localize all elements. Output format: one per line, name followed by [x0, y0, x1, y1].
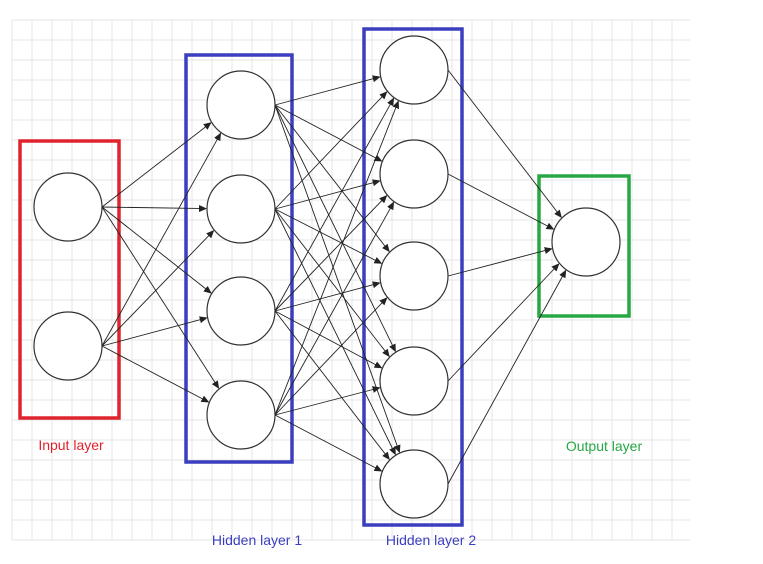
connections [101, 69, 567, 485]
connection-arrow [274, 414, 383, 472]
hidden1-node-3 [206, 276, 276, 346]
connection-arrow [274, 100, 400, 416]
background-grid [11, 19, 690, 541]
connection-arrow [447, 247, 553, 277]
output-layer-label: Output layer [566, 438, 643, 454]
connection-arrow [274, 75, 381, 106]
connection-arrow [101, 206, 220, 389]
connection-arrow [101, 316, 208, 347]
input-node-2 [33, 311, 103, 381]
connection-arrow [274, 97, 395, 312]
connection-arrow [447, 69, 562, 219]
hidden1-node-2 [206, 174, 276, 244]
connection-arrow [274, 310, 390, 461]
connection-arrow [101, 204, 208, 212]
connection-arrow [101, 122, 212, 208]
connection-arrow [274, 208, 390, 358]
connection-arrow [274, 297, 388, 416]
hidden2-node-4 [379, 346, 449, 416]
connection-arrow [274, 386, 381, 416]
hidden2-node-5 [379, 449, 449, 519]
connection-arrow [101, 230, 215, 347]
hidden-layer-2-label: Hidden layer 2 [386, 532, 476, 548]
hidden-layer-1-label: Hidden layer 1 [212, 532, 302, 548]
connection-arrow [274, 208, 396, 456]
output-layer-box [537, 174, 631, 318]
output-node-1 [551, 207, 621, 277]
hidden1-node-4 [206, 380, 276, 450]
connection-arrow [274, 281, 381, 312]
hidden2-node-3 [379, 241, 449, 311]
hidden2-node-1 [379, 35, 449, 105]
connection-arrow [274, 104, 401, 454]
hidden1-node-1 [206, 70, 276, 140]
connection-arrow [274, 91, 388, 210]
connection-arrow [274, 179, 381, 210]
connection-arrow [274, 201, 395, 416]
hidden-layer-1-box [184, 53, 294, 464]
connection-arrow [447, 263, 560, 382]
neurons [33, 35, 621, 519]
connection-arrow [447, 269, 567, 485]
connection-arrow [101, 132, 222, 347]
hidden2-node-2 [379, 139, 449, 209]
connection-arrow [101, 345, 210, 403]
connection-arrow [274, 195, 388, 312]
connection-arrow [274, 208, 383, 264]
connection-arrow [274, 104, 390, 253]
input-layer-box [18, 139, 121, 420]
connection-arrow [274, 310, 383, 369]
input-node-1 [33, 172, 103, 242]
connection-arrow [447, 173, 555, 230]
input-layer-label: Input layer [38, 437, 104, 453]
hidden-layer-2-box [362, 27, 464, 527]
connection-arrow [101, 206, 212, 294]
